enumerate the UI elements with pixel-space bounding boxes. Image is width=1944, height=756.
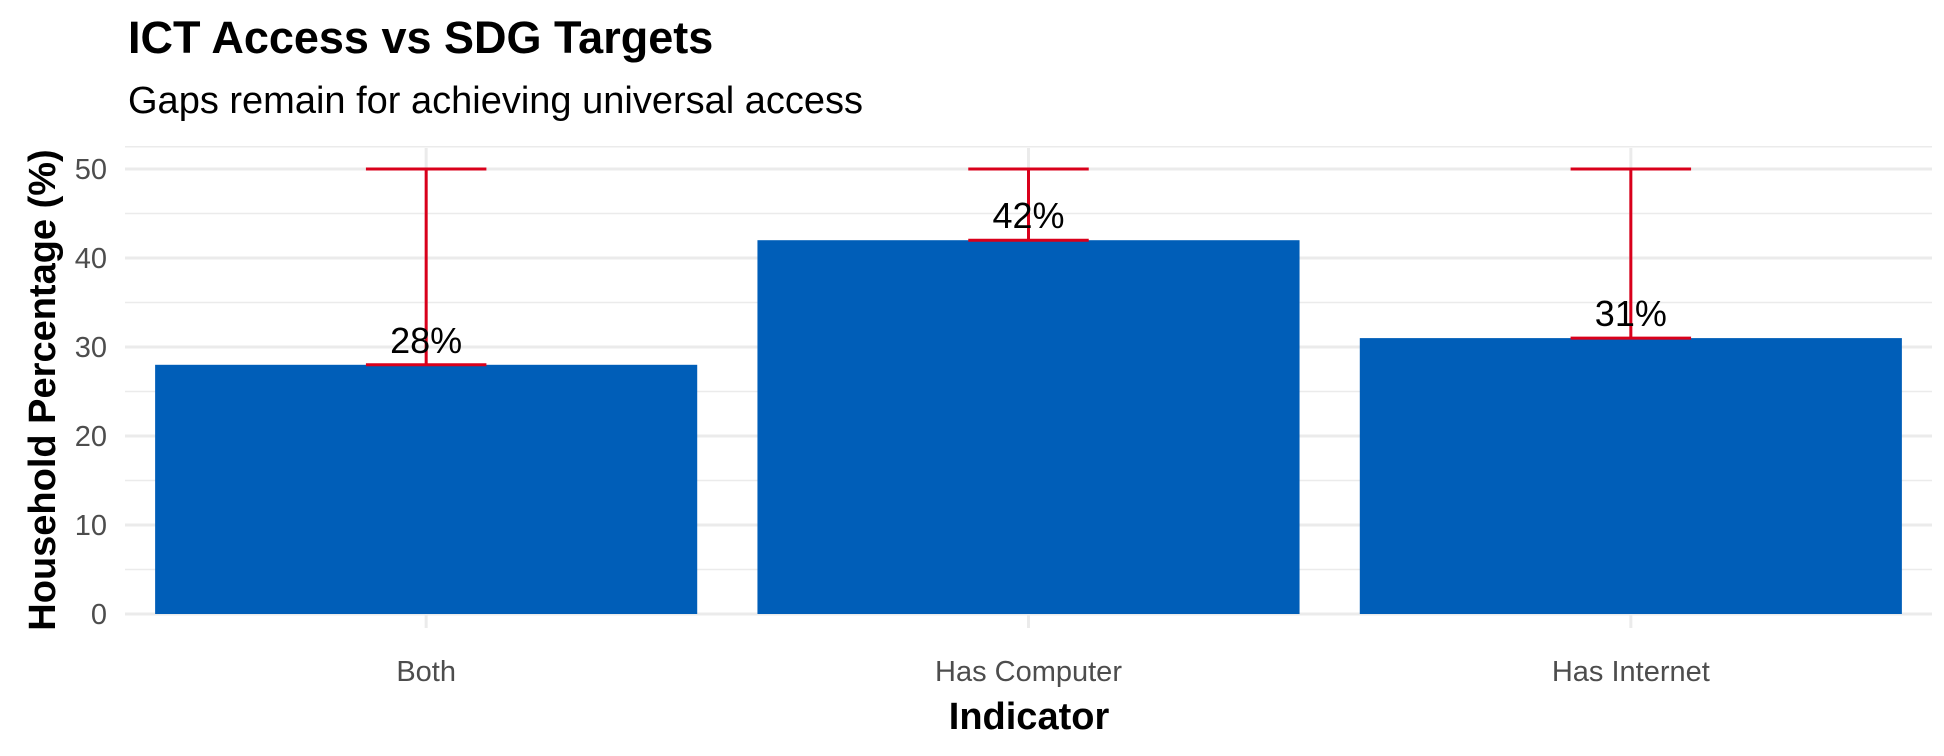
- target-error-bars: [365, 167, 1692, 367]
- y-tick-label: 30: [75, 332, 107, 364]
- x-tick-label: Has Computer: [935, 656, 1122, 688]
- data-label: 42%: [992, 195, 1064, 236]
- bar-has-internet: [1359, 338, 1902, 614]
- bar-has-computer: [757, 240, 1300, 614]
- data-label: 31%: [1595, 293, 1667, 334]
- x-tick-label: Has Internet: [1552, 656, 1710, 688]
- chart-title: ICT Access vs SDG Targets: [128, 12, 714, 63]
- data-labels: 28% 42% 31%: [390, 195, 1667, 361]
- y-tick-label: 0: [91, 599, 107, 631]
- y-tick-label: 20: [75, 421, 107, 453]
- bars: [155, 240, 1902, 614]
- chart-subtitle: Gaps remain for achieving universal acce…: [128, 80, 864, 122]
- x-axis-title: Indicator: [949, 696, 1110, 738]
- x-tick-label: Both: [396, 656, 456, 688]
- y-tick-label: 10: [75, 510, 107, 542]
- y-tick-label: 50: [75, 154, 107, 186]
- y-axis-title: Household Percentage (%): [22, 149, 64, 630]
- bar-both: [155, 364, 698, 614]
- axes: 0 10 20 30 40 50 Both Has Computer Has Internet: [75, 154, 1710, 688]
- y-tick-label: 40: [75, 243, 107, 275]
- data-label: 28%: [390, 320, 462, 361]
